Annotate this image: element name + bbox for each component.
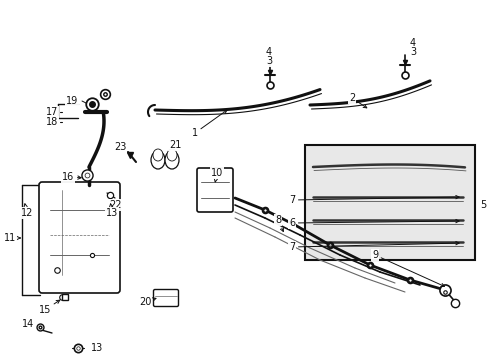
FancyBboxPatch shape [39, 182, 120, 293]
Ellipse shape [153, 149, 163, 161]
Text: 12: 12 [21, 204, 33, 218]
Text: 17: 17 [46, 107, 58, 117]
Text: 7: 7 [288, 195, 458, 205]
Ellipse shape [164, 151, 179, 169]
Text: 10: 10 [210, 168, 223, 182]
Text: 4: 4 [265, 47, 271, 57]
Text: 2: 2 [348, 93, 366, 108]
Text: 5: 5 [479, 200, 485, 210]
Text: 3: 3 [409, 47, 415, 57]
FancyBboxPatch shape [153, 289, 178, 306]
FancyBboxPatch shape [197, 168, 232, 212]
Text: 14: 14 [22, 319, 34, 329]
Ellipse shape [151, 151, 164, 169]
Text: 8: 8 [274, 215, 283, 231]
Text: 1: 1 [192, 110, 226, 138]
Text: 11: 11 [4, 233, 20, 243]
Text: 7: 7 [288, 242, 458, 252]
Bar [305, 145, 474, 260]
Text: 20: 20 [139, 297, 156, 307]
Text: 13: 13 [91, 343, 103, 353]
Text: 18: 18 [46, 117, 58, 127]
Text: 23: 23 [114, 142, 126, 152]
Text: 19: 19 [66, 96, 78, 106]
Text: 16: 16 [62, 172, 81, 182]
Text: 3: 3 [265, 56, 271, 66]
Text: 4: 4 [409, 38, 415, 48]
Text: 13: 13 [106, 204, 118, 218]
Text: 22: 22 [108, 200, 121, 210]
Text: 21: 21 [168, 140, 181, 150]
Text: 6: 6 [288, 218, 458, 228]
Text: 9: 9 [371, 250, 444, 287]
Text: 15: 15 [39, 300, 60, 315]
Ellipse shape [167, 149, 177, 161]
